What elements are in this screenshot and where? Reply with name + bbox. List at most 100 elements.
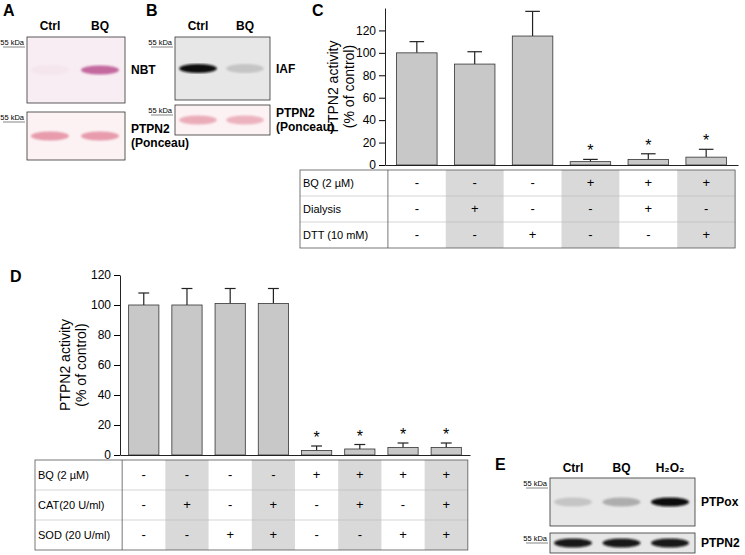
bar	[388, 448, 418, 456]
y-tick-mark	[379, 165, 385, 166]
y-tick-mark	[379, 98, 385, 99]
y-tick-mark	[379, 30, 385, 31]
significance: *	[400, 426, 406, 443]
significance: *	[443, 426, 449, 443]
y-axis-line	[385, 9, 386, 166]
y-tick-mark	[379, 120, 385, 121]
x-axis	[121, 455, 471, 457]
y-axis: 020406080100120	[356, 9, 386, 173]
lane-label: BQ	[236, 19, 254, 33]
condition-value: +	[399, 527, 407, 542]
y-tick-mark	[114, 275, 120, 276]
row-label: NBT	[131, 63, 156, 77]
ladder-label: 55 kDa	[523, 479, 548, 488]
table-column-line	[122, 460, 123, 550]
blot-membrane	[550, 533, 695, 553]
table-row-line	[35, 490, 468, 491]
condition-value: +	[442, 497, 450, 512]
condition-value: +	[587, 175, 595, 190]
blot-membrane	[175, 105, 270, 135]
ladder-label: 55 kDa	[148, 106, 173, 115]
significance: *	[645, 137, 651, 154]
lane-label: BQ	[613, 461, 631, 475]
condition-value: +	[183, 497, 191, 512]
error-bar	[273, 289, 274, 304]
blot-membrane	[175, 37, 270, 100]
table-stripe	[338, 460, 381, 550]
band	[554, 498, 592, 507]
y-tick-mark	[379, 143, 385, 144]
y-tick-label: 20	[363, 136, 377, 150]
blot-row: 55 kDaPTPN2	[523, 533, 740, 553]
error-cap	[138, 292, 149, 293]
condition-value: -	[473, 227, 477, 242]
y-axis-title: PTPN2 activity(% of control)	[325, 41, 357, 133]
bar	[686, 157, 727, 165]
condition-value: -	[415, 175, 419, 190]
table-stripe	[165, 460, 208, 550]
significance: *	[703, 132, 709, 149]
condition-name: BQ (2 µM)	[38, 469, 89, 481]
error-bar	[402, 443, 403, 448]
bar	[258, 304, 288, 456]
error-bar	[706, 149, 707, 157]
condition-value: -	[646, 227, 650, 242]
table-stripe	[446, 170, 504, 248]
condition-value: +	[702, 227, 710, 242]
significance: *	[357, 428, 363, 445]
panel-letter: C	[312, 2, 324, 19]
lane-label: H₂O₂	[656, 461, 685, 475]
significance: *	[313, 429, 319, 446]
y-tick-mark	[114, 455, 120, 456]
y-tick-mark	[114, 335, 120, 336]
bar	[345, 449, 375, 455]
condition-value: -	[415, 227, 419, 242]
bar-panel: C***020406080100120PTPN2 activity(% of c…	[300, 2, 739, 248]
y-tick: 120	[91, 268, 120, 282]
condition-value: +	[702, 175, 710, 190]
condition-value: -	[228, 467, 232, 482]
condition-value: -	[415, 201, 419, 216]
y-tick-label: 20	[98, 418, 112, 432]
band	[554, 539, 592, 548]
panel-letter: A	[3, 2, 15, 19]
y-tick-mark	[114, 425, 120, 426]
x-axis-line	[121, 455, 471, 456]
band	[179, 116, 217, 125]
y-tick-label: 40	[98, 388, 112, 402]
band	[651, 539, 689, 548]
condition-value: -	[142, 467, 146, 482]
bar	[129, 305, 159, 455]
blot-membrane	[27, 37, 125, 103]
error-cap	[410, 41, 425, 42]
y-axis-line	[120, 276, 121, 456]
condition-value: +	[442, 467, 450, 482]
plot-marks	[397, 11, 727, 165]
table-stripe	[252, 460, 295, 550]
condition-value: +	[270, 497, 278, 512]
table-stripe	[425, 460, 468, 550]
y-tick-label: 120	[356, 24, 376, 38]
bar	[215, 304, 245, 456]
y-tick: 100	[91, 298, 120, 312]
error-bar	[316, 446, 317, 451]
row-label: PTPN2	[701, 536, 740, 550]
error-cap	[525, 11, 540, 12]
table-border	[300, 170, 735, 248]
blot-membrane	[550, 478, 695, 526]
condition-value: +	[356, 497, 364, 512]
y-tick-label: 60	[98, 358, 112, 372]
bar	[397, 53, 438, 165]
table-row-line	[300, 196, 735, 197]
condition-value: -	[142, 527, 146, 542]
condition-value: -	[185, 467, 189, 482]
error-bar	[186, 289, 187, 306]
band	[31, 66, 69, 75]
table-row-line	[35, 520, 468, 521]
y-tick: 120	[356, 24, 385, 38]
table-stripe	[677, 170, 735, 248]
condition-value: -	[314, 527, 318, 542]
blot-row: 55 kDaNBT	[0, 37, 156, 103]
lane-label: BQ	[91, 19, 109, 33]
blot-panel: ECtrlBQH₂O₂55 kDaPTPox55 kDaPTPN2	[495, 456, 740, 553]
